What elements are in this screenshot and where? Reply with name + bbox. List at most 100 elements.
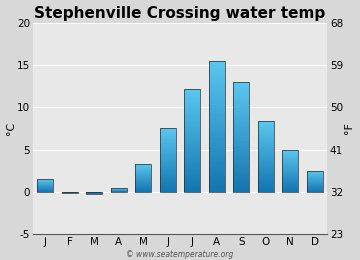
Bar: [258, 153, 274, 154]
Bar: [135, 169, 151, 170]
Bar: [282, 177, 298, 178]
Bar: [209, 157, 225, 159]
Bar: [184, 137, 200, 139]
Bar: [37, 179, 53, 192]
Y-axis label: °F: °F: [345, 122, 355, 134]
Bar: [135, 164, 151, 192]
Bar: [282, 170, 298, 171]
Bar: [282, 178, 298, 179]
Bar: [258, 127, 274, 128]
Bar: [184, 139, 200, 140]
Bar: [184, 173, 200, 174]
Bar: [307, 183, 323, 184]
Bar: [184, 183, 200, 185]
Bar: [209, 107, 225, 109]
Bar: [307, 182, 323, 183]
Bar: [160, 140, 176, 141]
Bar: [258, 187, 274, 188]
Bar: [209, 174, 225, 177]
Bar: [160, 190, 176, 191]
Bar: [233, 135, 249, 137]
Bar: [233, 111, 249, 113]
Bar: [209, 144, 225, 146]
Bar: [111, 188, 127, 192]
Bar: [233, 152, 249, 153]
Bar: [233, 124, 249, 126]
Bar: [184, 89, 200, 90]
Bar: [209, 74, 225, 76]
Bar: [258, 126, 274, 127]
Bar: [184, 171, 200, 173]
Bar: [184, 128, 200, 130]
Bar: [135, 166, 151, 167]
Bar: [209, 159, 225, 161]
Bar: [233, 170, 249, 172]
Bar: [209, 131, 225, 133]
Bar: [233, 133, 249, 135]
Bar: [233, 186, 249, 188]
Bar: [258, 123, 274, 125]
Bar: [282, 186, 298, 187]
Bar: [258, 150, 274, 152]
Bar: [233, 177, 249, 179]
Bar: [209, 89, 225, 92]
Bar: [258, 132, 274, 133]
Bar: [258, 184, 274, 185]
Bar: [307, 174, 323, 175]
Bar: [160, 155, 176, 157]
Bar: [258, 135, 274, 136]
Bar: [307, 176, 323, 177]
Bar: [233, 108, 249, 109]
Bar: [209, 98, 225, 100]
Bar: [233, 175, 249, 177]
Bar: [233, 168, 249, 170]
Bar: [209, 139, 225, 142]
Bar: [258, 147, 274, 148]
Bar: [282, 162, 298, 163]
Bar: [258, 138, 274, 139]
Bar: [160, 128, 176, 192]
Bar: [233, 115, 249, 117]
Bar: [160, 161, 176, 162]
Bar: [209, 135, 225, 137]
Bar: [282, 156, 298, 157]
Bar: [258, 128, 274, 129]
Bar: [184, 132, 200, 133]
Bar: [135, 175, 151, 176]
Bar: [160, 180, 176, 181]
Bar: [160, 185, 176, 186]
Bar: [233, 183, 249, 184]
Bar: [184, 125, 200, 127]
Bar: [258, 160, 274, 161]
Bar: [160, 134, 176, 135]
Bar: [307, 177, 323, 178]
Bar: [233, 164, 249, 166]
Bar: [282, 153, 298, 154]
Bar: [160, 150, 176, 151]
Bar: [233, 82, 249, 84]
Bar: [184, 116, 200, 118]
Bar: [184, 113, 200, 115]
Bar: [258, 148, 274, 149]
Bar: [160, 183, 176, 184]
Bar: [184, 144, 200, 145]
Bar: [209, 146, 225, 148]
Bar: [209, 105, 225, 107]
Bar: [184, 135, 200, 137]
Bar: [258, 140, 274, 141]
Bar: [184, 121, 200, 123]
Bar: [209, 187, 225, 190]
Bar: [184, 101, 200, 103]
Bar: [258, 134, 274, 135]
Bar: [184, 90, 200, 92]
Bar: [160, 146, 176, 147]
Bar: [160, 135, 176, 136]
Bar: [160, 175, 176, 176]
Bar: [258, 168, 274, 169]
Bar: [209, 68, 225, 70]
Bar: [233, 122, 249, 124]
Bar: [209, 168, 225, 170]
Bar: [233, 97, 249, 99]
Bar: [184, 151, 200, 152]
Bar: [160, 136, 176, 137]
